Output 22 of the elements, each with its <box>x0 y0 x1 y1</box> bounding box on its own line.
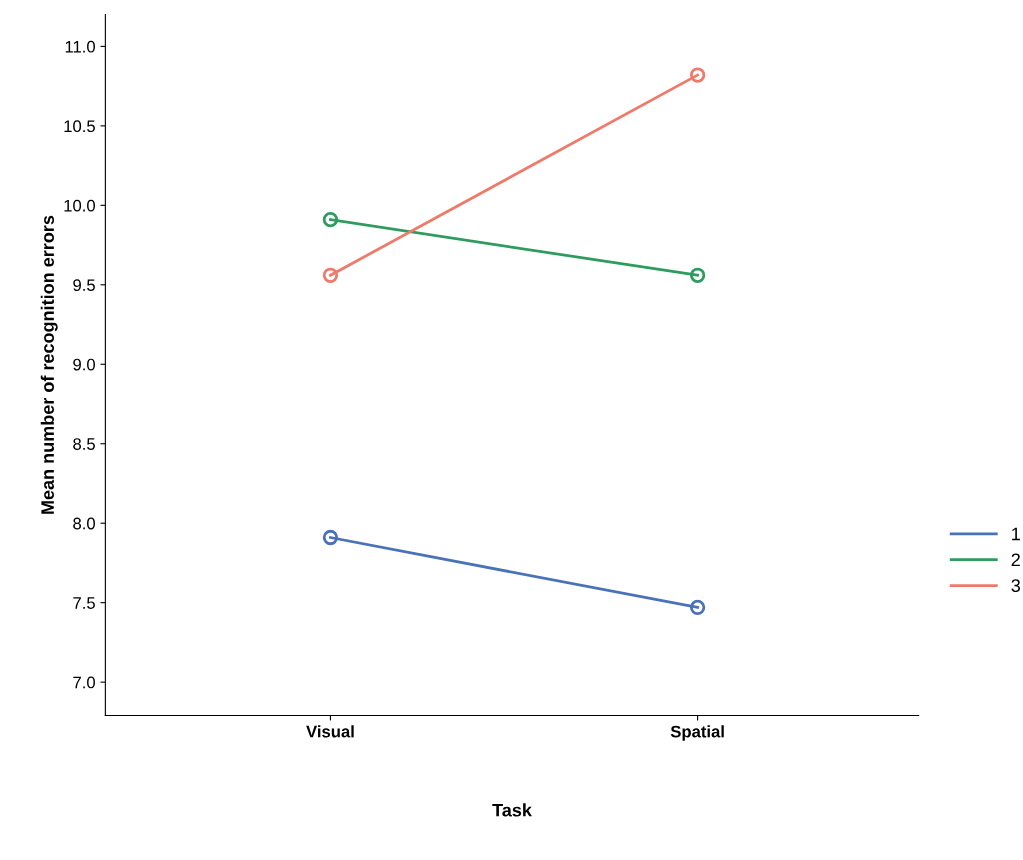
y-tick-label: 9.0 <box>73 358 95 371</box>
x-tick-label: Spatial <box>670 725 724 741</box>
x-tick-label: Visual <box>306 725 354 738</box>
point <box>322 267 339 283</box>
point <box>322 212 339 228</box>
y-tick-label: 7.0 <box>73 676 95 689</box>
y-tick-label: 10.5 <box>64 120 95 133</box>
y-tick-label: 11.0 <box>65 40 95 53</box>
legend-label: 3 <box>1011 579 1020 593</box>
legend-label: 1 <box>1012 527 1020 541</box>
y-axis-title: Mean number of recognition errors <box>40 215 58 514</box>
point <box>689 599 706 616</box>
y-tick-label: 9.5 <box>73 279 95 292</box>
y-tick-label: 8.5 <box>73 438 95 450</box>
legend-label: 2 <box>1011 553 1020 566</box>
y-tick-label: 10.0 <box>64 199 95 212</box>
point <box>689 67 706 83</box>
y-tick-label: 7.5 <box>73 597 95 609</box>
y-tick-label: 8.0 <box>73 517 95 530</box>
point <box>689 267 706 283</box>
point <box>322 529 339 546</box>
x-axis-title: Task <box>492 803 532 817</box>
